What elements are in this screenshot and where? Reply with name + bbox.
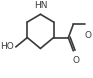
Text: HO: HO — [0, 42, 14, 51]
Text: HN: HN — [34, 1, 47, 10]
Text: O: O — [72, 56, 79, 65]
Text: O: O — [85, 31, 92, 40]
